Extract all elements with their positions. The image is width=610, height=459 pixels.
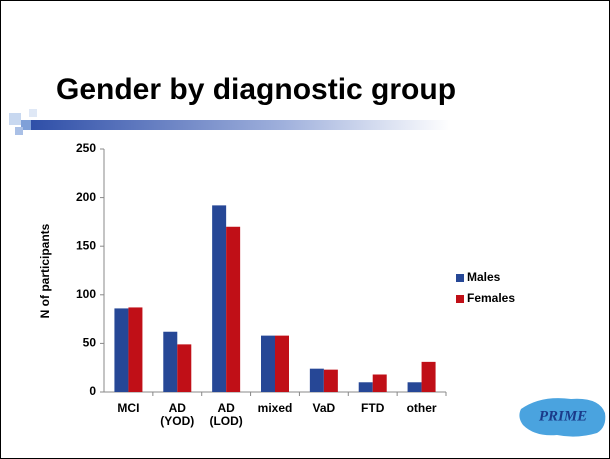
y-axis-label: N of participants bbox=[38, 223, 52, 318]
legend-label: Females bbox=[467, 291, 515, 305]
bar bbox=[226, 226, 241, 392]
decor bbox=[29, 109, 37, 117]
bar bbox=[421, 361, 436, 392]
bar bbox=[128, 307, 143, 392]
y-tick-label: 0 bbox=[89, 384, 96, 398]
decor bbox=[15, 127, 23, 135]
bar bbox=[177, 344, 192, 392]
y-tick-label: 200 bbox=[76, 190, 96, 204]
legend-label: Males bbox=[467, 270, 501, 284]
bar bbox=[275, 335, 289, 392]
bar bbox=[261, 335, 275, 392]
y-tick-label: 50 bbox=[83, 336, 97, 350]
x-tick-label: MCI bbox=[117, 401, 140, 415]
decor bbox=[21, 120, 31, 130]
x-tick-label: mixed bbox=[257, 401, 293, 415]
y-tick-label: 150 bbox=[76, 238, 96, 252]
bar bbox=[358, 382, 373, 392]
y-tick-label: 100 bbox=[76, 287, 96, 301]
x-tick-label: AD (YOD) bbox=[160, 401, 195, 428]
x-tick-label: VaD bbox=[312, 401, 336, 415]
bar bbox=[407, 382, 422, 392]
bar bbox=[372, 374, 387, 392]
x-tick-label: FTD bbox=[361, 401, 385, 415]
bar bbox=[114, 308, 129, 392]
title-rule bbox=[31, 120, 451, 130]
legend-swatch bbox=[456, 274, 464, 282]
decor bbox=[9, 113, 21, 125]
bar bbox=[323, 369, 338, 392]
logo: PRIME bbox=[519, 398, 606, 437]
bar bbox=[309, 368, 324, 392]
x-tick-label: other bbox=[406, 401, 437, 415]
logo-text: PRIME bbox=[539, 408, 587, 424]
bar bbox=[163, 331, 178, 392]
chart-title: Gender by diagnostic group bbox=[56, 73, 456, 106]
bar bbox=[212, 205, 227, 392]
legend-swatch bbox=[456, 295, 464, 303]
x-tick-label: AD (LOD) bbox=[209, 401, 243, 428]
y-tick-label: 250 bbox=[76, 141, 96, 155]
